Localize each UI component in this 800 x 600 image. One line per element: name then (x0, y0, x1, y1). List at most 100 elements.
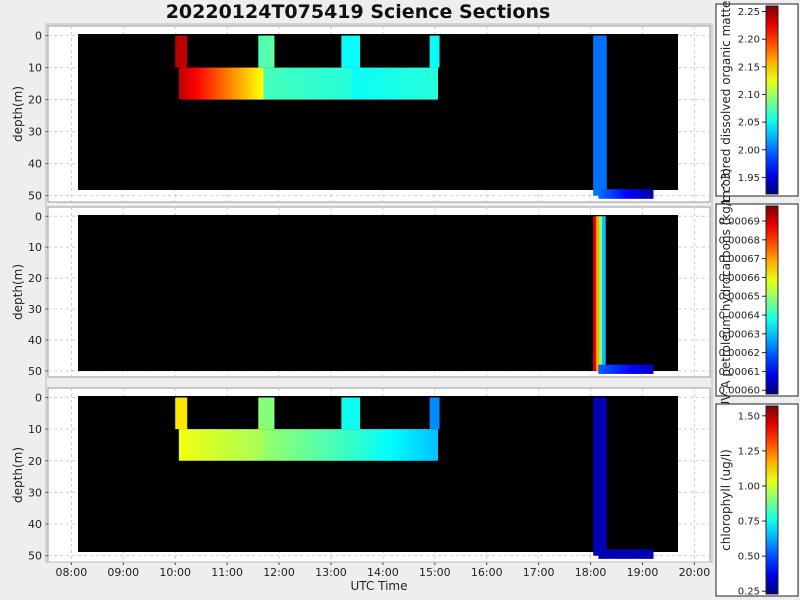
data-cell (215, 429, 219, 461)
data-cell (643, 189, 648, 199)
data-cell (284, 67, 289, 100)
data-cell (625, 549, 630, 559)
colorbar-tick-label: 0.00065 (719, 292, 760, 303)
data-cell (221, 429, 225, 461)
data-cell (330, 67, 335, 100)
data-cell (315, 429, 319, 461)
colorbar-tick-label: 0.00061 (719, 367, 760, 378)
data-cell (296, 429, 301, 461)
data-cell (341, 397, 345, 430)
data-cell (178, 35, 182, 68)
colorbar-tick-label: 0.00064 (719, 311, 760, 322)
data-cell (631, 189, 636, 199)
data-cell (347, 35, 352, 68)
data-cell (422, 67, 427, 100)
data-cell (599, 397, 604, 556)
data-cell (360, 429, 365, 461)
data-cell (428, 429, 433, 461)
data-cell (306, 67, 310, 100)
data-cell (604, 189, 609, 199)
colorbar-label: ECO-FL colored dissolved organic matter … (719, 0, 733, 240)
data-cell (387, 67, 391, 100)
y-tick-label: 40 (28, 518, 42, 531)
data-cell (245, 429, 249, 461)
data-cell (601, 364, 606, 374)
data-cell (183, 35, 188, 68)
colorbar-frame (715, 203, 799, 397)
data-cell (634, 189, 639, 199)
data-cell (631, 549, 636, 559)
x-tick-label: 18:00 (575, 566, 607, 579)
data-cell (634, 364, 639, 374)
data-cell (306, 429, 310, 461)
data-cell (351, 429, 356, 461)
data-cell (218, 67, 222, 100)
x-tick-label: 20:00 (679, 566, 711, 579)
data-cell (384, 67, 388, 100)
y-tick-label: 40 (28, 158, 42, 171)
data-cell (209, 67, 213, 100)
data-cell (309, 429, 313, 461)
data-cell (613, 189, 618, 199)
data-cell (366, 67, 371, 100)
data-cell (175, 397, 179, 430)
data-cell (230, 429, 234, 461)
data-cell (272, 67, 277, 100)
data-cell (193, 67, 198, 100)
data-cell (413, 429, 418, 461)
data-cell (622, 189, 627, 199)
data-cell (333, 429, 338, 461)
x-tick-label: 19:00 (627, 566, 659, 579)
data-cell (251, 67, 256, 100)
data-cell (372, 67, 376, 100)
x-tick-label: 08:00 (56, 566, 88, 579)
data-cell (404, 67, 409, 100)
y-tick-label: 0 (35, 391, 42, 404)
colorbar-gradient (765, 405, 779, 595)
data-cell (628, 364, 633, 374)
colorbar-gradient (765, 5, 779, 195)
data-cell (324, 429, 328, 461)
data-cell (628, 549, 633, 559)
data-cell (619, 189, 624, 199)
colorbar-tick-label: 1.25 (738, 446, 760, 457)
data-cell (610, 364, 615, 374)
data-cell (381, 429, 385, 461)
colorbar-label: chlorophyll (ug/l) (719, 449, 733, 551)
data-segment-1 (178, 67, 265, 100)
data-cell (251, 429, 256, 461)
data-cell (218, 429, 222, 461)
colorbar-tick-label: 1.50 (738, 411, 760, 422)
data-cell (363, 67, 368, 100)
data-cell (324, 67, 328, 100)
panel-bottom: 0 10 20 30 40 50 depth(m) 08:00 09:00 10:00 11:00 1… (11, 387, 711, 593)
data-cell (227, 429, 231, 461)
colorbar-tick-label: 0.00068 (719, 235, 760, 246)
data-cell (239, 429, 243, 461)
colorbar-tick-label: 2.00 (738, 145, 760, 156)
data-cell (348, 67, 353, 100)
colorbar-label: WL UV A petroleum hydrocarbons (kg/m^3) (719, 168, 733, 432)
data-segment-0 (593, 216, 606, 371)
data-cell (429, 397, 434, 430)
colorbar-frame (715, 3, 799, 197)
figure-title: 20220124T075419 Science Sections (166, 1, 551, 23)
data-cell (354, 429, 359, 461)
data-segment-7 (593, 35, 607, 196)
data-cell (619, 364, 624, 374)
data-cell (321, 67, 325, 100)
colorbar-tick-label: 2.10 (738, 90, 760, 101)
data-cell (353, 397, 358, 430)
data-cell (206, 429, 210, 461)
data-cell (387, 429, 391, 461)
data-cell (431, 67, 436, 100)
data-cell (640, 364, 645, 374)
y-tick-label: 30 (28, 303, 42, 316)
data-cell (264, 397, 269, 430)
data-cell (610, 549, 615, 559)
data-segment-8 (598, 189, 654, 199)
y-tick-label: 0 (35, 30, 42, 43)
data-cell (643, 364, 648, 374)
data-cell (267, 397, 272, 430)
data-cell (180, 397, 185, 430)
